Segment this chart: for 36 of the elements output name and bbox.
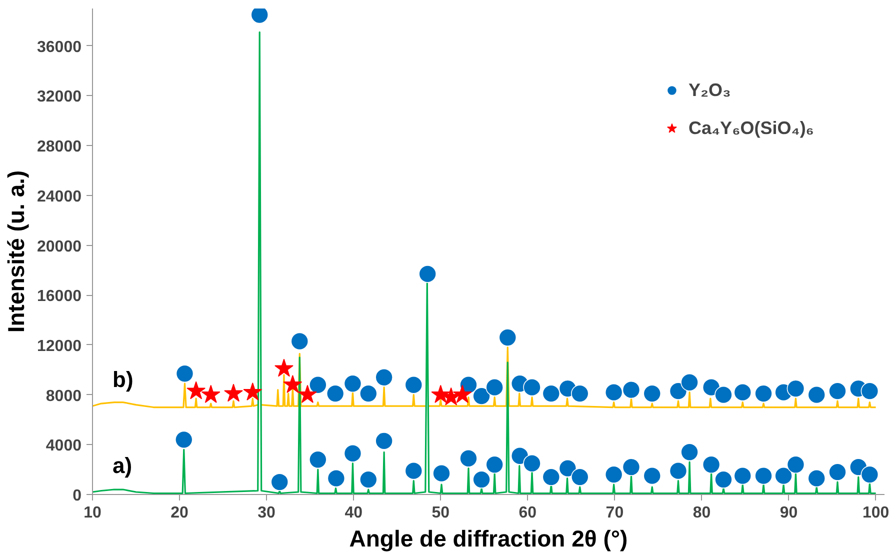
y-tick-label: 12000 <box>37 338 82 355</box>
point <box>431 384 450 403</box>
x-tick-label: 30 <box>258 504 276 522</box>
annotation: a) <box>112 453 132 478</box>
annotation: b) <box>112 367 134 392</box>
line-series <box>92 31 877 494</box>
y-tick-label: 4000 <box>46 438 82 455</box>
point <box>186 381 206 400</box>
y-tick-label: 16000 <box>37 288 82 306</box>
point <box>298 384 317 403</box>
x-tick-label: 60 <box>518 504 537 522</box>
legend-label: Ca₄Y₆O(SiO₄)₆ <box>688 118 814 138</box>
point <box>224 384 243 402</box>
y-tick-label: 20000 <box>37 238 82 256</box>
x-tick-label: 70 <box>606 504 624 522</box>
x-tick-label: 80 <box>692 504 711 522</box>
y-tick-label: 36000 <box>37 38 82 56</box>
x-tick-label: 10 <box>84 504 102 522</box>
x-tick-label: 20 <box>170 504 189 522</box>
point <box>201 384 220 403</box>
x-tick-label: 40 <box>344 504 363 522</box>
y-tick-label: 8000 <box>46 388 82 405</box>
point <box>243 382 262 400</box>
x-tick-label: 50 <box>432 504 450 522</box>
y-tick-label: 28000 <box>37 138 82 156</box>
y-tick-label: 24000 <box>37 188 82 206</box>
point <box>274 358 294 377</box>
y-tick-label: 0 <box>72 488 82 504</box>
y-tick-label: 32000 <box>37 88 82 106</box>
point <box>283 374 302 393</box>
x-tick-label: 100 <box>862 504 890 522</box>
x-tick-label: 90 <box>780 504 798 522</box>
legend-label: Y₂O₃ <box>688 80 731 100</box>
point <box>452 384 472 403</box>
y-axis-title: Intensité (u. a.) <box>3 170 30 333</box>
x-axis-title: Angle de diffraction 2θ (°) <box>349 526 628 552</box>
